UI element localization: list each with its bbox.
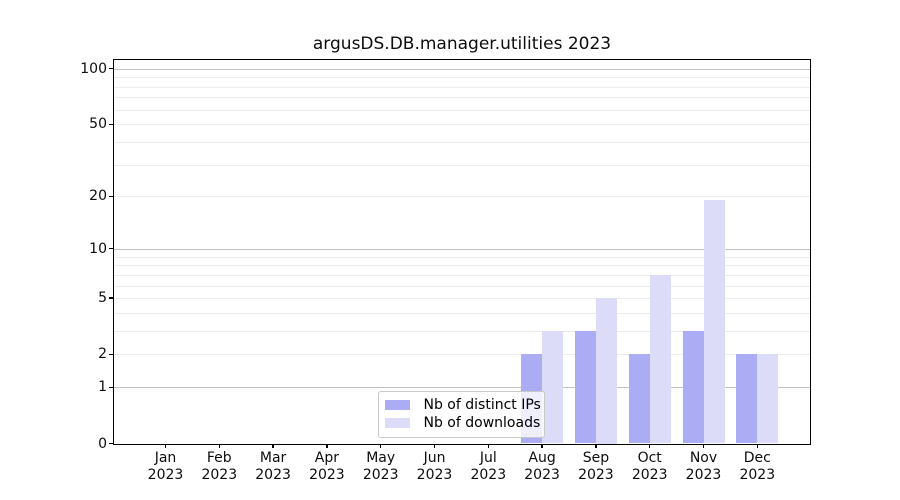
x-tick-label-feb: Feb 2023 xyxy=(201,450,238,483)
y-tick-1 xyxy=(109,386,113,388)
gridline-y-30 xyxy=(114,164,810,166)
gridline-y-20 xyxy=(114,196,810,198)
y-tick-label-0: 0 xyxy=(98,435,107,452)
y-tick-0 xyxy=(109,442,113,445)
x-tick-label-mar: Mar 2023 xyxy=(255,450,291,483)
y-tick-label-10: 10 xyxy=(89,240,107,257)
y-tick-label-1: 1 xyxy=(98,379,107,396)
gridline-y-80 xyxy=(114,86,810,88)
x-tick-label-dec: Dec 2023 xyxy=(739,450,776,483)
gridline-y-70 xyxy=(114,97,810,99)
x-tick-label-oct: Oct 2023 xyxy=(631,450,668,483)
gridline-y-5 xyxy=(114,298,810,299)
gridline-y-100 xyxy=(114,68,810,70)
legend-item-distinct-ips: Nb of distinct IPs xyxy=(384,397,541,414)
y-tick-5 xyxy=(109,297,113,299)
x-tick-dec xyxy=(756,443,758,448)
y-tick-100 xyxy=(109,68,113,70)
bar-nb-of-downloads-dec xyxy=(757,354,779,444)
bar-nb-of-distinct-ips-nov xyxy=(682,330,704,444)
gridline-y-90 xyxy=(114,77,810,79)
gridline-y-1 xyxy=(114,387,810,389)
x-tick-jun xyxy=(433,443,436,448)
y-tick-10 xyxy=(109,248,113,250)
bar-nb-of-downloads-aug xyxy=(542,330,564,444)
y-tick-20 xyxy=(109,195,113,197)
legend-swatch-distinct-ips-icon xyxy=(384,400,410,410)
legend-label-downloads: Nb of downloads xyxy=(423,415,541,431)
gridline-y-7 xyxy=(114,274,810,276)
bar-nb-of-downloads-sep xyxy=(595,298,617,444)
bar-nb-of-distinct-ips-dec xyxy=(736,354,758,444)
x-tick-label-jul: Jul 2023 xyxy=(470,450,507,483)
y-tick-label-50: 50 xyxy=(89,116,107,133)
y-tick-label-100: 100 xyxy=(80,60,107,77)
y-tick-label-2: 2 xyxy=(98,346,107,363)
gridline-y-8 xyxy=(114,265,810,267)
gridline-y-9 xyxy=(114,256,810,258)
gridline-y-10 xyxy=(114,248,810,250)
bar-nb-of-downloads-nov xyxy=(703,200,725,444)
x-tick-label-sep: Sep 2023 xyxy=(578,450,614,483)
y-tick-label-20: 20 xyxy=(89,188,107,205)
x-tick-jan xyxy=(164,443,167,448)
plot-area xyxy=(112,59,812,445)
bar-nb-of-distinct-ips-oct xyxy=(628,354,650,444)
gridline-y-60 xyxy=(114,109,810,111)
x-tick-feb xyxy=(218,443,220,448)
x-tick-may xyxy=(380,443,382,448)
legend-item-downloads: Nb of downloads xyxy=(384,415,540,432)
gridline-y-50 xyxy=(114,124,810,126)
x-tick-label-aug: Aug 2023 xyxy=(524,450,560,483)
gridline-y-2 xyxy=(114,354,810,356)
x-tick-apr xyxy=(326,443,328,448)
x-tick-oct xyxy=(649,443,651,448)
gridline-y-40 xyxy=(114,141,810,143)
gridline-y-6 xyxy=(114,285,810,287)
x-tick-sep xyxy=(595,443,597,448)
x-tick-label-jun: Jun 2023 xyxy=(416,450,453,483)
legend-label-distinct-ips: Nb of distinct IPs xyxy=(423,397,541,413)
gridline-y-3 xyxy=(114,330,810,332)
y-tick-2 xyxy=(109,353,113,355)
bar-nb-of-downloads-oct xyxy=(649,274,671,444)
chart-title: argusDS.DB.manager.utilities 2023 xyxy=(312,34,612,54)
legend: Nb of distinct IPs Nb of downloads xyxy=(377,390,545,438)
x-tick-nov xyxy=(702,443,705,448)
x-tick-label-apr: Apr 2023 xyxy=(309,450,345,483)
x-tick-label-nov: Nov 2023 xyxy=(685,450,722,483)
x-tick-mar xyxy=(272,443,274,448)
x-tick-aug xyxy=(541,443,543,448)
y-tick-50 xyxy=(109,123,113,125)
legend-swatch-downloads-icon xyxy=(384,418,410,428)
x-tick-jul xyxy=(487,443,489,448)
bar-nb-of-distinct-ips-sep xyxy=(574,330,596,444)
x-tick-label-may: May 2023 xyxy=(362,450,399,483)
x-tick-label-jan: Jan 2023 xyxy=(147,450,184,483)
gridline-y-4 xyxy=(114,312,810,314)
y-tick-label-5: 5 xyxy=(98,290,107,306)
